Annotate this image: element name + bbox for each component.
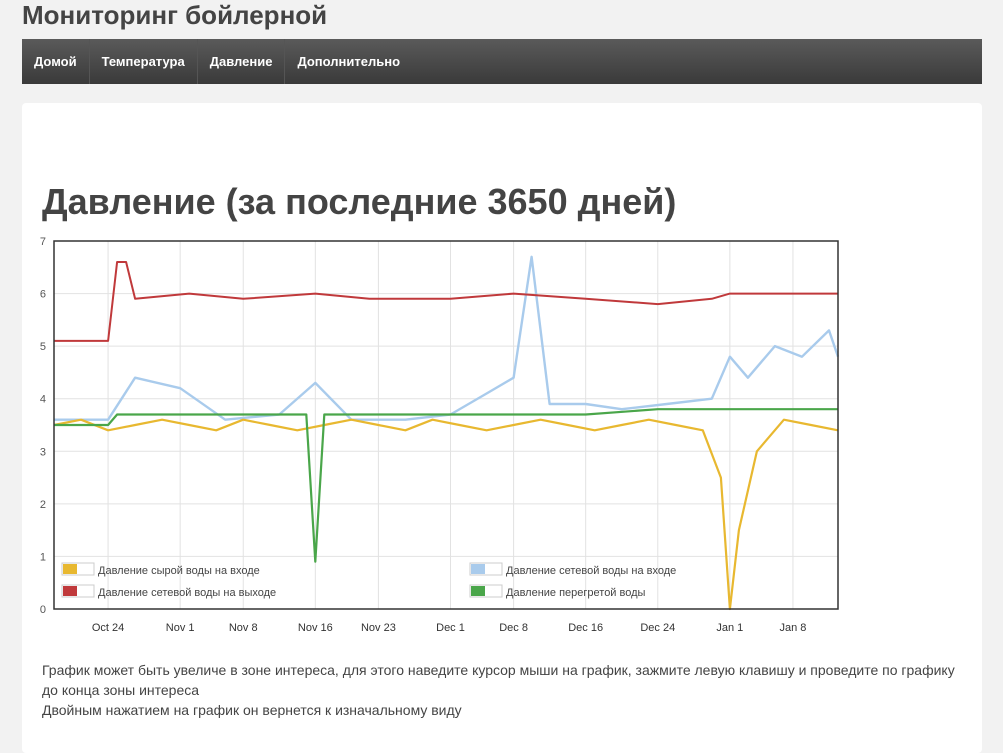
nav-item-home[interactable]: Домой	[22, 39, 90, 84]
legend-network-water-inlet-label: Давление сетевой воды на входе	[506, 565, 676, 577]
legend-network-water-inlet-swatch	[471, 564, 485, 574]
legend-raw-water-inlet-swatch	[63, 564, 77, 574]
x-tick-label: Oct 24	[92, 622, 124, 634]
legend-superheated-water-label: Давление перегретой воды	[506, 587, 646, 599]
x-tick-label: Dec 24	[640, 622, 675, 634]
x-tick-label: Dec 8	[499, 622, 528, 634]
x-tick-label: Dec 1	[436, 622, 465, 634]
site-title: Мониторинг бойлерной	[22, 0, 328, 30]
network-water-inlet-line	[54, 255, 840, 421]
legend-superheated-water-swatch	[471, 586, 485, 596]
legend-network-water-outlet-swatch	[63, 586, 77, 596]
y-tick-label: 5	[40, 341, 46, 353]
nav-item-temperature[interactable]: Температура	[90, 39, 198, 84]
raw-water-inlet-line	[53, 418, 839, 611]
superheated-water-line	[54, 408, 838, 563]
main-navbar: Домой Температура Давление Дополнительно	[22, 39, 982, 84]
plot-frame	[53, 240, 839, 610]
network-water-outlet-line	[54, 261, 838, 342]
legend-network-water-outlet-label: Давление сетевой воды на выходе	[98, 587, 276, 599]
y-tick-label: 6	[40, 289, 46, 301]
y-tick-label: 1	[40, 551, 46, 563]
x-tick-label: Jan 1	[716, 622, 743, 634]
x-tick-label: Dec 16	[568, 622, 603, 634]
nav-item-pressure[interactable]: Давление	[198, 39, 286, 84]
chart-description: График может быть увеличе в зоне интерес…	[42, 660, 972, 720]
x-tick-label: Nov 1	[166, 622, 195, 634]
legend-raw-water-inlet-label: Давление сырой воды на входе	[98, 565, 260, 577]
x-tick-label: Nov 16	[298, 622, 333, 634]
y-tick-label: 0	[40, 604, 46, 616]
x-tick-label: Nov 8	[229, 622, 258, 634]
y-tick-label: 4	[40, 394, 46, 406]
description-reset-hint: Двойным нажатием на график он вернется к…	[42, 702, 462, 718]
page-heading: Давление (за последние 3650 дней)	[42, 181, 677, 222]
nav-item-additional[interactable]: Дополнительно	[297, 54, 401, 69]
y-tick-label: 2	[40, 499, 46, 511]
y-tick-label: 7	[40, 236, 46, 248]
description-zoom-hint: График может быть увеличе в зоне интерес…	[42, 662, 955, 698]
x-tick-label: Nov 23	[361, 622, 396, 634]
x-tick-label: Jan 8	[779, 622, 806, 634]
y-tick-label: 3	[40, 446, 46, 458]
